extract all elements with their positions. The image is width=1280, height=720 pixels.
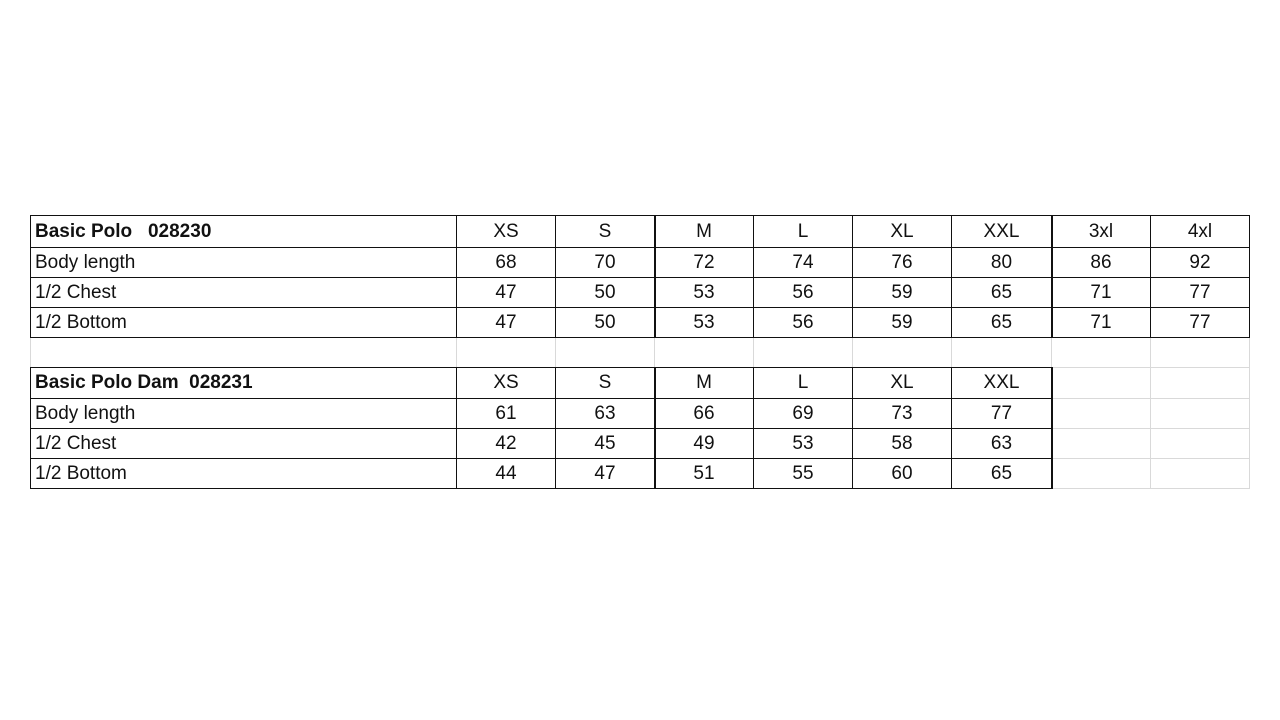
measurement-cell: 63 bbox=[951, 428, 1052, 459]
size-header: M bbox=[654, 215, 754, 248]
thick-divider bbox=[653, 215, 656, 338]
measurement-cell: 59 bbox=[852, 307, 952, 338]
measurement-cell: 71 bbox=[1051, 307, 1151, 338]
empty-cell bbox=[30, 337, 457, 368]
measurement-cell: 73 bbox=[852, 398, 952, 429]
size-header: XS bbox=[456, 367, 556, 399]
measurement-cell: 47 bbox=[456, 307, 556, 338]
measurement-cell: 71 bbox=[1051, 277, 1151, 308]
thick-divider bbox=[1050, 367, 1053, 489]
measurement-cell: 58 bbox=[852, 428, 952, 459]
measurement-cell: 49 bbox=[654, 428, 754, 459]
table-title: Basic Polo 028230 bbox=[30, 215, 457, 248]
measurement-cell: 47 bbox=[456, 277, 556, 308]
measurement-cell: 65 bbox=[951, 307, 1052, 338]
measurement-cell: 50 bbox=[555, 277, 655, 308]
size-header: L bbox=[753, 367, 853, 399]
measurement-cell: 70 bbox=[555, 247, 655, 278]
size-header: 4xl bbox=[1150, 215, 1250, 248]
measurement-cell: 53 bbox=[654, 307, 754, 338]
empty-cell bbox=[1051, 337, 1151, 368]
measurement-cell: 76 bbox=[852, 247, 952, 278]
measurement-cell: 77 bbox=[951, 398, 1052, 429]
size-header: S bbox=[555, 367, 655, 399]
measurement-cell: 55 bbox=[753, 458, 853, 489]
size-header: XS bbox=[456, 215, 556, 248]
measurement-cell: 80 bbox=[951, 247, 1052, 278]
size-header: XL bbox=[852, 215, 952, 248]
measurement-cell: 65 bbox=[951, 458, 1052, 489]
measurement-cell: 61 bbox=[456, 398, 556, 429]
row-label: 1/2 Bottom bbox=[30, 307, 457, 338]
empty-cell bbox=[654, 337, 754, 368]
empty-cell bbox=[555, 337, 655, 368]
table-title: Basic Polo Dam 028231 bbox=[30, 367, 457, 399]
measurement-cell: 47 bbox=[555, 458, 655, 489]
measurement-cell: 66 bbox=[654, 398, 754, 429]
measurement-cell: 92 bbox=[1150, 247, 1250, 278]
measurement-cell: 45 bbox=[555, 428, 655, 459]
empty-cell bbox=[1051, 458, 1151, 489]
measurement-cell: 53 bbox=[654, 277, 754, 308]
size-header: XXL bbox=[951, 215, 1052, 248]
measurement-cell: 56 bbox=[753, 277, 853, 308]
measurement-cell: 77 bbox=[1150, 277, 1250, 308]
empty-cell bbox=[1150, 398, 1250, 429]
measurement-cell: 63 bbox=[555, 398, 655, 429]
empty-cell bbox=[951, 337, 1052, 368]
size-header: 3xl bbox=[1051, 215, 1151, 248]
empty-cell bbox=[1150, 337, 1250, 368]
measurement-cell: 42 bbox=[456, 428, 556, 459]
empty-cell bbox=[456, 337, 556, 368]
measurement-cell: 53 bbox=[753, 428, 853, 459]
row-label: Body length bbox=[30, 398, 457, 429]
measurement-cell: 59 bbox=[852, 277, 952, 308]
thick-divider bbox=[1050, 215, 1053, 338]
measurement-cell: 72 bbox=[654, 247, 754, 278]
empty-cell bbox=[1150, 458, 1250, 489]
row-label: 1/2 Chest bbox=[30, 428, 457, 459]
measurement-cell: 65 bbox=[951, 277, 1052, 308]
empty-cell bbox=[1051, 398, 1151, 429]
measurement-cell: 74 bbox=[753, 247, 853, 278]
empty-cell bbox=[852, 337, 952, 368]
measurement-cell: 60 bbox=[852, 458, 952, 489]
empty-cell bbox=[753, 337, 853, 368]
empty-cell bbox=[1150, 428, 1250, 459]
measurement-cell: 56 bbox=[753, 307, 853, 338]
row-label: 1/2 Bottom bbox=[30, 458, 457, 489]
measurement-cell: 68 bbox=[456, 247, 556, 278]
row-label: Body length bbox=[30, 247, 457, 278]
row-label: 1/2 Chest bbox=[30, 277, 457, 308]
measurement-cell: 86 bbox=[1051, 247, 1151, 278]
size-header: S bbox=[555, 215, 655, 248]
thick-divider bbox=[653, 367, 656, 489]
measurement-cell: 69 bbox=[753, 398, 853, 429]
empty-cell bbox=[1051, 428, 1151, 459]
measurement-cell: 77 bbox=[1150, 307, 1250, 338]
measurement-cell: 44 bbox=[456, 458, 556, 489]
empty-cell bbox=[1150, 367, 1250, 399]
size-header: M bbox=[654, 367, 754, 399]
size-header: XL bbox=[852, 367, 952, 399]
measurement-cell: 50 bbox=[555, 307, 655, 338]
empty-cell bbox=[1051, 367, 1151, 399]
measurement-cell: 51 bbox=[654, 458, 754, 489]
size-header: L bbox=[753, 215, 853, 248]
size-header: XXL bbox=[951, 367, 1052, 399]
